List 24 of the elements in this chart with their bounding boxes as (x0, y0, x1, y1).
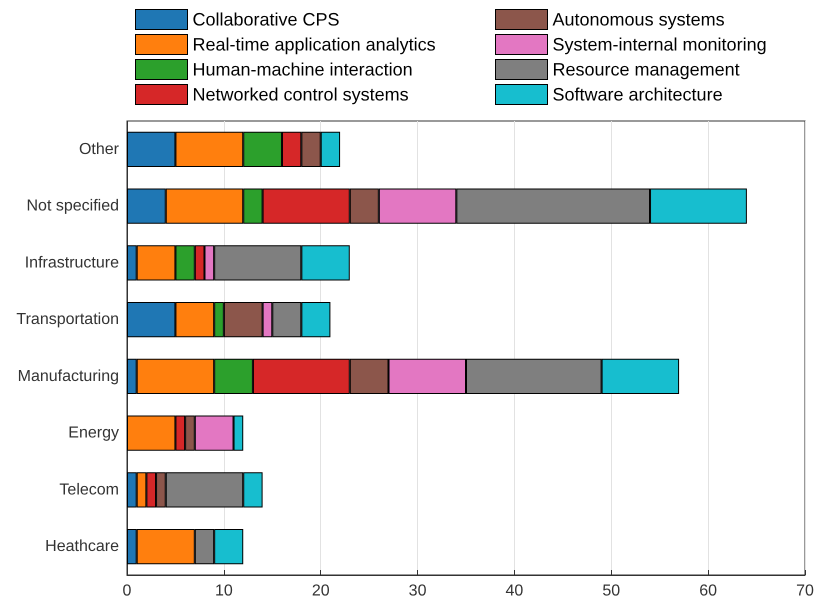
y-tick-label: Not specified (26, 198, 119, 215)
y-tick-label: Heathcare (45, 538, 120, 556)
x-tick-label: 60 (699, 582, 718, 600)
x-tick-label: 50 (602, 582, 620, 600)
y-tick-label: Other (78, 140, 120, 158)
x-tick-label: 20 (312, 582, 330, 600)
legend-label: Real-time application analytics (192, 34, 436, 54)
legend-label: Autonomous systems (552, 10, 725, 30)
y-tick-label: Manufacturing (18, 368, 119, 385)
x-tick-label: 10 (214, 582, 233, 600)
y-tick-label: Energy (68, 424, 119, 442)
legend-label: System-internal monitoring (552, 34, 767, 54)
legend-label: Software architecture (552, 84, 723, 104)
y-tick-label: Infrastructure (24, 254, 120, 272)
legend-label: Human-machine interaction (192, 60, 413, 80)
x-tick-label: 30 (408, 582, 427, 600)
x-tick-label: 70 (796, 582, 814, 600)
x-tick-label: 40 (506, 582, 524, 600)
legend-label: Networked control systems (192, 84, 409, 104)
x-tick-label: 0 (122, 582, 132, 600)
y-tick-label: Telecom (59, 481, 119, 498)
y-tick-label: Transportation (16, 311, 119, 328)
legend-label: Collaborative CPS (192, 10, 340, 30)
legend-label: Resource management (552, 60, 740, 80)
